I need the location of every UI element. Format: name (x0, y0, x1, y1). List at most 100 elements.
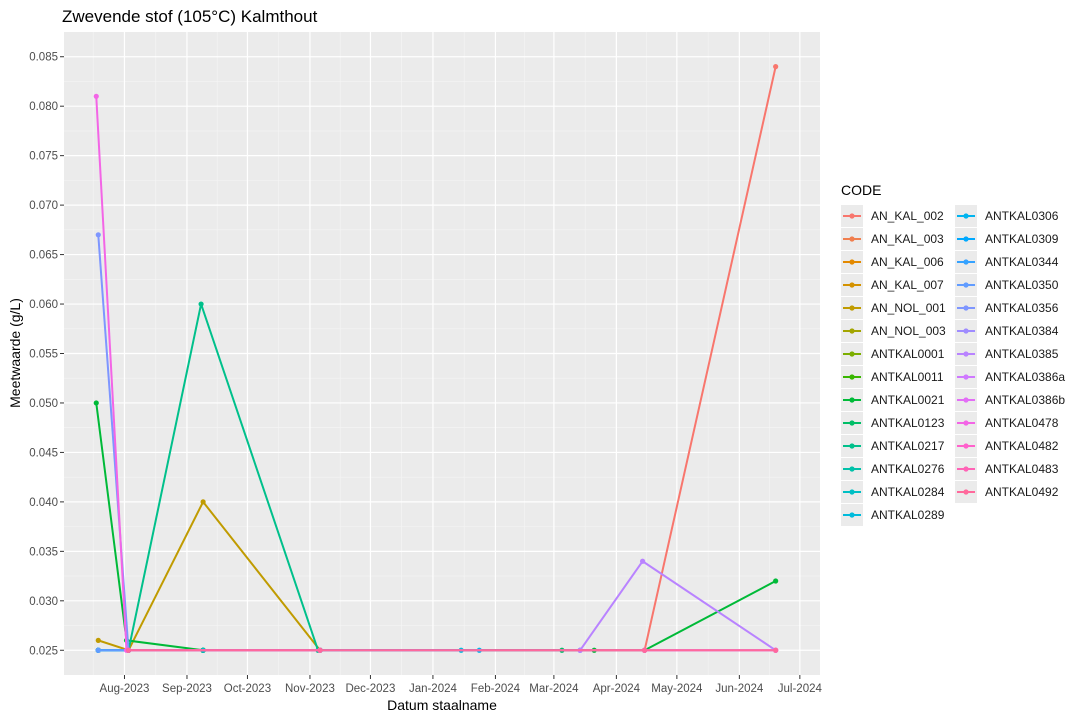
legend-item: AN_NOL_001 (841, 297, 946, 319)
legend-key-point (849, 443, 855, 449)
x-tick-label: May-2024 (651, 683, 703, 695)
legend-item: AN_KAL_006 (841, 251, 944, 273)
series-layer (93, 64, 779, 653)
legend-key-point (849, 305, 855, 311)
legend-key-point (849, 236, 855, 242)
chart-title: Zwevende stof (105°C) Kalmthout (62, 7, 318, 26)
legend-item: ANTKAL0011 (841, 366, 944, 388)
legend-key-point (849, 259, 855, 265)
legend-label: ANTKAL0284 (871, 485, 945, 499)
legend-items: AN_KAL_002 AN_KAL_003 AN_KAL_006 AN_KAL_007… (841, 205, 1065, 526)
y-tick-label: 0.065 (29, 250, 58, 262)
legend-key-point (963, 489, 969, 495)
legend-label: ANTKAL0483 (985, 462, 1059, 476)
legend-key-point (849, 420, 855, 426)
legend-item: ANTKAL0284 (841, 481, 945, 503)
legend-item: AN_KAL_007 (841, 274, 944, 296)
y-tick-label: 0.030 (29, 596, 58, 608)
data-point (773, 647, 779, 653)
legend-key-point (963, 420, 969, 426)
legend-key-point (849, 328, 855, 334)
legend-item: ANTKAL0217 (841, 435, 945, 457)
legend-label: AN_KAL_003 (871, 232, 944, 246)
legend-key-point (963, 328, 969, 334)
legend-label: ANTKAL0021 (871, 393, 945, 407)
x-tick-label: Aug-2023 (100, 683, 150, 695)
data-point (95, 647, 101, 653)
legend-item: ANTKAL0289 (841, 504, 945, 526)
legend-item: AN_KAL_003 (841, 228, 944, 250)
legend-label: ANTKAL0276 (871, 462, 945, 476)
legend-key-point (963, 282, 969, 288)
x-tick-label: Jun-2024 (715, 683, 764, 695)
legend-item: ANTKAL0482 (955, 435, 1059, 457)
legend-label: AN_KAL_007 (871, 278, 944, 292)
y-tick-label: 0.050 (29, 398, 58, 410)
y-tick-label: 0.070 (29, 200, 58, 212)
legend-key-point (963, 351, 969, 357)
x-tick-label: Oct-2023 (224, 683, 271, 695)
series-ANTKAL0492 (125, 647, 779, 653)
legend-label: ANTKAL0386a (985, 370, 1065, 384)
data-point (773, 578, 779, 584)
y-tick-label: 0.060 (29, 299, 58, 311)
legend-item: AN_KAL_002 (841, 205, 944, 227)
legend-label: AN_NOL_003 (871, 324, 946, 338)
legend-label: ANTKAL0492 (985, 485, 1059, 499)
y-axis: 0.025 0.030 0.035 0.040 0.045 0.050 0.055 0.060… (29, 52, 64, 657)
legend-item: ANTKAL0478 (955, 412, 1059, 434)
legend-item: ANTKAL0306 (955, 205, 1059, 227)
legend-key-point (963, 443, 969, 449)
legend-item: ANTKAL0276 (841, 458, 945, 480)
legend-item: ANTKAL0385 (955, 343, 1059, 365)
legend-item: ANTKAL0483 (955, 458, 1059, 480)
legend-key-point (849, 351, 855, 357)
legend-label: ANTKAL0217 (871, 439, 945, 453)
x-tick-label: Sep-2023 (162, 683, 212, 695)
legend-label: ANTKAL0001 (871, 347, 945, 361)
legend-key-point (963, 259, 969, 265)
legend-key-point (849, 213, 855, 219)
legend-item: ANTKAL0386b (955, 389, 1065, 411)
series-line (95, 96, 128, 651)
legend-label: ANTKAL0011 (871, 370, 944, 384)
data-point (773, 64, 779, 70)
legend-label: ANTKAL0350 (985, 278, 1059, 292)
legend-label: ANTKAL0385 (985, 347, 1059, 361)
data-point (198, 301, 204, 307)
legend-item: ANTKAL0384 (955, 320, 1059, 342)
x-tick-label: Apr-2024 (593, 683, 641, 695)
legend-item: ANTKAL0386a (955, 366, 1065, 388)
data-point (95, 637, 101, 643)
x-tick-label: Nov-2023 (285, 683, 335, 695)
series-line (97, 500, 321, 652)
legend-label: ANTKAL0289 (871, 508, 945, 522)
data-point (95, 232, 101, 238)
legend-label: AN_NOL_001 (871, 301, 946, 315)
data-point (317, 647, 323, 653)
legend-label: ANTKAL0384 (985, 324, 1059, 338)
legend-key-point (849, 466, 855, 472)
legend-title: CODE (841, 182, 881, 198)
legend-label: AN_KAL_006 (871, 255, 944, 269)
legend-key-point (963, 236, 969, 242)
legend-label: ANTKAL0309 (985, 232, 1059, 246)
legend-item: ANTKAL0356 (955, 297, 1059, 319)
legend-label: ANTKAL0478 (985, 416, 1059, 430)
data-point (125, 647, 132, 653)
y-tick-label: 0.045 (29, 447, 58, 459)
legend-label: AN_KAL_002 (871, 209, 944, 223)
legend-item: ANTKAL0350 (955, 274, 1059, 296)
legend-key-point (963, 374, 969, 380)
legend-key-point (963, 397, 969, 403)
legend: CODE AN_KAL_002AN_KAL_003AN_KAL_006AN_KA… (841, 182, 1065, 526)
legend-key-point (849, 374, 855, 380)
legend-key-point (849, 397, 855, 403)
x-tick-label: Mar-2024 (529, 683, 579, 695)
legend-item: ANTKAL0001 (841, 343, 945, 365)
y-axis-title: Meetwaarde (g/L) (7, 298, 23, 408)
y-tick-label: 0.025 (29, 645, 58, 657)
legend-key-point (963, 213, 969, 219)
